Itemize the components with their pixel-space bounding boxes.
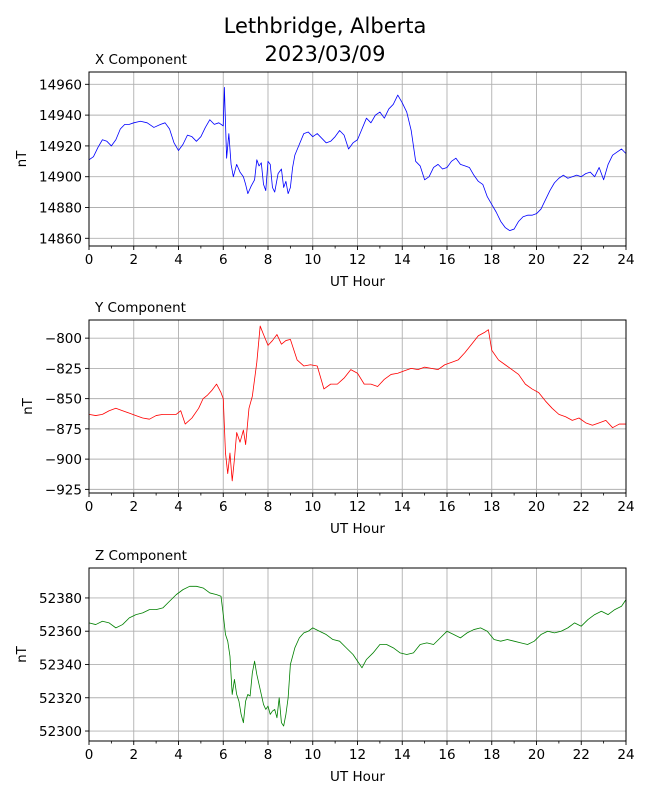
y-tick-label-y: −875 <box>45 422 82 438</box>
x-tick-label-y: 16 <box>438 499 455 515</box>
x-axis-label-z: UT Hour <box>330 769 385 785</box>
series-line-z <box>88 585 627 727</box>
x-tick-label-y: 14 <box>394 499 411 515</box>
y-tick-label-y: −900 <box>45 452 82 468</box>
y-tick-label-y: −800 <box>45 331 82 347</box>
x-tick-label-z: 6 <box>219 747 228 763</box>
x-tick-label-x: 6 <box>219 252 228 268</box>
x-tick-label-y: 12 <box>349 499 366 515</box>
y-tick-label-x: 14860 <box>39 231 82 247</box>
panel-title-z: Z Component <box>95 548 187 564</box>
figure-title-line-1: Lethbridge, Alberta <box>224 14 427 38</box>
x-tick-label-y: 0 <box>85 499 94 515</box>
y-tick-label-y: −825 <box>45 361 82 377</box>
x-tick-label-x: 18 <box>483 252 500 268</box>
panel-x-component: 0 2 4 6 8 10 12 14 16 18 20 22 241486014880149001492… <box>14 52 635 290</box>
x-tick-label-x: 10 <box>304 252 321 268</box>
x-axis-label-x: UT Hour <box>330 274 385 290</box>
x-tick-label-y: 10 <box>304 499 321 515</box>
y-tick-label-x: 14960 <box>39 77 82 93</box>
x-tick-label-z: 10 <box>304 747 321 763</box>
x-tick-label-z: 16 <box>438 747 455 763</box>
x-tick-label-x: 22 <box>573 252 590 268</box>
y-tick-label-x: 14900 <box>39 170 82 186</box>
x-tick-label-z: 20 <box>528 747 545 763</box>
y-tick-label-z: 52340 <box>39 657 82 673</box>
x-tick-label-z: 4 <box>174 747 183 763</box>
x-tick-label-y: 2 <box>129 499 138 515</box>
x-tick-label-x: 24 <box>617 252 634 268</box>
x-tick-label-x: 8 <box>264 252 273 268</box>
y-tick-label-z: 52360 <box>39 624 82 640</box>
x-tick-label-z: 22 <box>573 747 590 763</box>
y-tick-label-z: 52380 <box>39 591 82 607</box>
y-axis-label-y: nT <box>20 397 36 415</box>
x-tick-label-x: 16 <box>438 252 455 268</box>
panel-title-x: X Component <box>95 52 187 68</box>
x-tick-label-y: 22 <box>573 499 590 515</box>
series-line-x <box>88 87 627 232</box>
x-tick-label-x: 2 <box>129 252 138 268</box>
x-tick-label-x: 12 <box>349 252 366 268</box>
series-line-y <box>88 325 626 482</box>
x-tick-label-z: 0 <box>85 747 94 763</box>
x-tick-label-y: 6 <box>219 499 228 515</box>
y-axis-label-x: nT <box>14 150 30 168</box>
y-tick-label-y: −850 <box>45 392 82 408</box>
panel-y-component: 0 2 4 6 8 10 12 14 16 18 20 22 24−800−825−850−875−90… <box>20 300 635 537</box>
x-tick-label-y: 20 <box>528 499 545 515</box>
x-axis-label-y: UT Hour <box>330 521 385 537</box>
x-tick-label-x: 14 <box>394 252 411 268</box>
y-tick-label-z: 52320 <box>39 691 82 707</box>
x-tick-label-x: 0 <box>85 252 94 268</box>
y-tick-label-z: 52300 <box>39 724 82 740</box>
x-tick-label-x: 20 <box>528 252 545 268</box>
figure-title-line-2: 2023/03/09 <box>264 42 385 66</box>
x-tick-label-z: 18 <box>483 747 500 763</box>
x-tick-label-z: 2 <box>129 747 138 763</box>
x-tick-label-z: 14 <box>394 747 411 763</box>
x-tick-label-z: 8 <box>264 747 273 763</box>
x-tick-label-z: 12 <box>349 747 366 763</box>
x-tick-label-y: 24 <box>617 499 634 515</box>
y-tick-label-y: −925 <box>45 482 82 498</box>
x-tick-label-z: 24 <box>617 747 634 763</box>
x-tick-label-y: 4 <box>174 499 183 515</box>
panel-title-y: Y Component <box>94 300 186 316</box>
y-tick-label-x: 14880 <box>39 201 82 217</box>
panel-z-component: 0 2 4 6 8 10 12 14 16 18 20 22 245230052320523405236… <box>14 548 635 785</box>
x-tick-label-y: 8 <box>264 499 273 515</box>
y-tick-label-x: 14920 <box>39 139 82 155</box>
y-tick-label-x: 14940 <box>39 108 82 124</box>
x-tick-label-x: 4 <box>174 252 183 268</box>
x-tick-label-y: 18 <box>483 499 500 515</box>
y-axis-label-z: nT <box>14 645 30 663</box>
